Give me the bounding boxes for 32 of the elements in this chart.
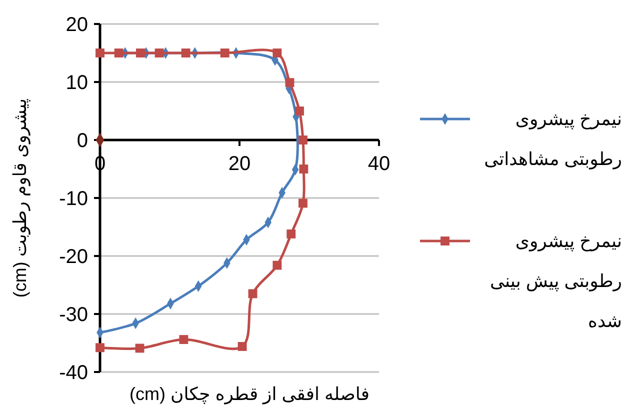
point — [248, 289, 258, 298]
point — [298, 198, 308, 208]
y-tick-label: 10 — [66, 72, 88, 94]
y-tick-label: 0 — [76, 130, 88, 152]
x-tick-label: 40 — [368, 153, 390, 175]
point — [179, 335, 188, 344]
y-tick-label: -30 — [59, 304, 88, 326]
point — [220, 48, 230, 58]
point — [181, 48, 190, 58]
point — [136, 48, 145, 58]
text: نیمرخ پیشروی رطوبتی پیش بینی شده — [490, 231, 622, 331]
text: نیمرخ پیشروی رطوبتی مشاهداتی — [484, 109, 622, 170]
point — [272, 260, 282, 270]
point — [154, 48, 164, 58]
y-tick-label: -40 — [59, 362, 88, 384]
point — [135, 344, 144, 353]
y-tick-label: -20 — [59, 246, 88, 268]
point — [298, 136, 308, 144]
x-axis-title: فاصله افقی از قطره چکان (cm) — [130, 384, 370, 405]
point — [295, 106, 304, 116]
point — [96, 48, 104, 58]
y-tick-label: -10 — [59, 188, 88, 210]
point — [96, 343, 104, 352]
point — [272, 48, 282, 58]
x-tick-label: 20 — [228, 153, 251, 175]
point — [286, 229, 296, 238]
point — [114, 48, 124, 58]
y-tick-label: 20 — [66, 14, 88, 36]
y-axis-title: پیشروی قاوم رطوبت (cm) — [10, 98, 31, 298]
point — [238, 342, 247, 351]
point — [285, 78, 294, 88]
point — [299, 164, 308, 174]
